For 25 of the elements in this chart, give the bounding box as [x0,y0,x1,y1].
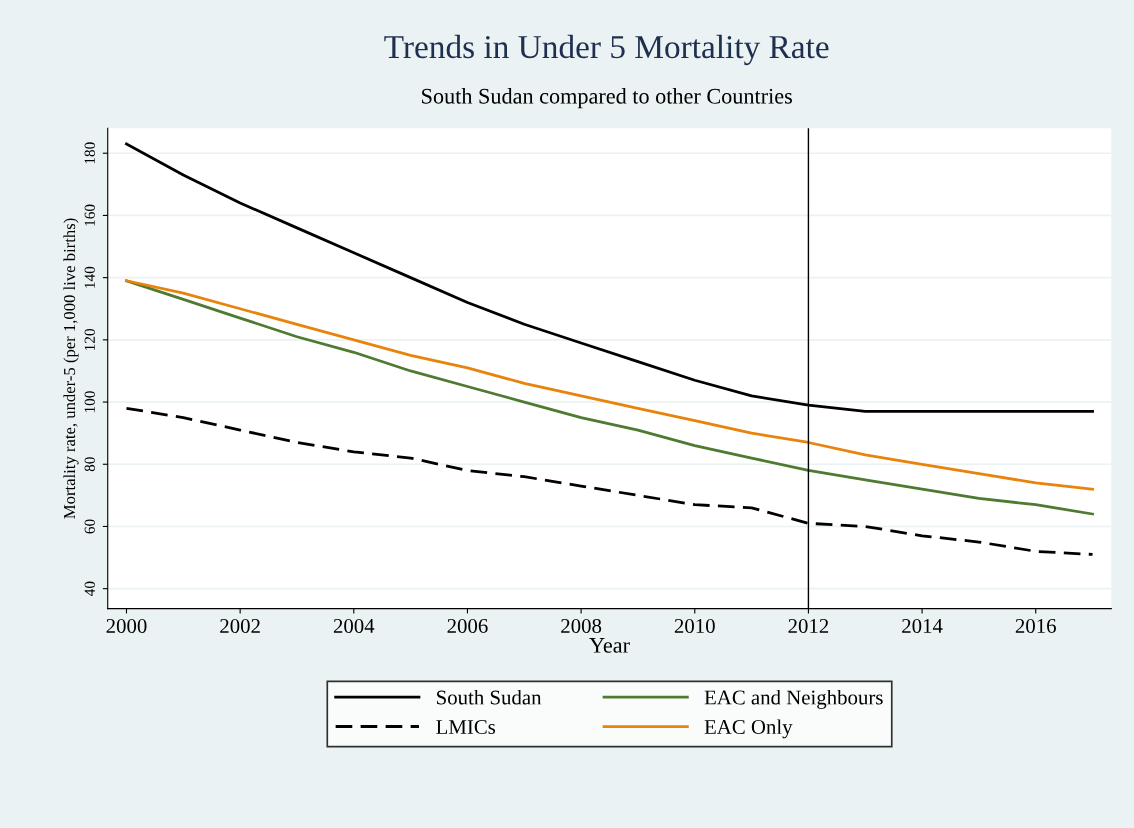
x-tick-label: 2012 [788,618,829,633]
legend-label: EAC Only [704,719,793,739]
y-tick-label: 180 [84,142,95,164]
x-tick-label: 2008 [561,618,602,633]
y-tick-label: 120 [84,328,95,350]
chart-title: Trends in Under 5 Mortality Rate [384,34,829,66]
x-tick-label: 2006 [447,618,488,633]
x-tick-label: 2000 [106,618,147,633]
x-tick-label: 2016 [1015,618,1056,633]
chart-subtitle: South Sudan compared to other Countries [422,88,792,109]
legend-label: LMICs [436,719,496,734]
y-axis-title: Mortality rate, under-5 (per 1,000 live births) [63,218,79,519]
legend-label: EAC and Neighbours [704,689,883,709]
x-tick-label: 2004 [333,618,375,633]
x-tick-label: 2010 [674,618,715,633]
y-tick-label: 160 [84,204,95,226]
x-tick-label: 2014 [902,618,943,633]
y-tick-label: 60 [84,519,95,534]
y-tick-label: 140 [84,266,95,288]
x-axis-title: Year [589,638,630,653]
y-tick-label: 100 [84,391,95,413]
y-tick-label: 40 [84,581,95,597]
x-tick-label: 2002 [220,618,260,633]
legend-label: South Sudan [437,689,542,705]
y-tick-label: 80 [84,457,95,472]
